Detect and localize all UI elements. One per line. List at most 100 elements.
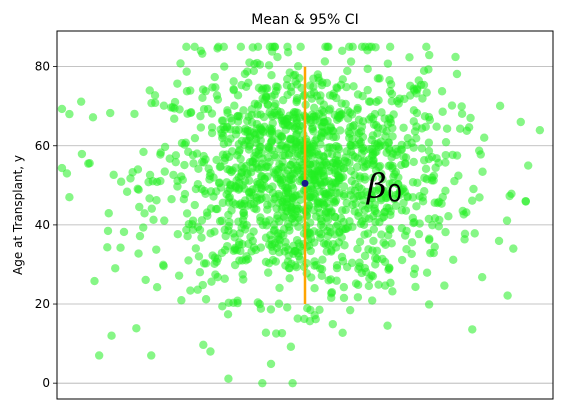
scatter-point — [480, 133, 489, 142]
scatter-point — [170, 114, 179, 123]
scatter-point — [272, 243, 282, 253]
scatter-point — [199, 340, 208, 350]
scatter-point — [240, 69, 250, 79]
scatter-point — [116, 177, 126, 186]
scatter-point — [285, 222, 294, 231]
scatter-point — [214, 179, 224, 188]
scatter-point — [405, 53, 414, 62]
scatter-point — [295, 215, 304, 224]
scatter-point — [273, 167, 283, 177]
scatter-point — [376, 195, 386, 205]
scatter-point — [476, 150, 485, 159]
scatter-point — [357, 268, 366, 278]
scatter-point — [422, 42, 431, 52]
scatter-point — [226, 180, 235, 189]
scatter-point — [145, 170, 155, 180]
scatter-point — [201, 86, 210, 96]
scatter-point — [203, 211, 212, 220]
scatter-point — [132, 324, 141, 333]
scatter-point — [328, 126, 337, 135]
scatter-point — [258, 94, 267, 103]
scatter-point — [367, 190, 376, 200]
scatter-point — [283, 303, 292, 312]
scatter-point — [505, 191, 514, 201]
scatter-point — [229, 85, 238, 94]
scatter-point — [104, 209, 113, 218]
scatter-point — [357, 42, 367, 52]
scatter-point — [424, 138, 434, 147]
scatter-point — [268, 182, 277, 191]
scatter-point — [322, 189, 331, 198]
scatter-point — [356, 127, 366, 136]
scatter-point — [109, 170, 118, 180]
scatter-point — [261, 163, 270, 172]
scatter-point — [464, 123, 474, 132]
scatter-point — [249, 227, 258, 236]
scatter-point — [206, 168, 215, 178]
scatter-point — [441, 186, 450, 196]
scatter-point — [276, 141, 285, 150]
scatter-point — [449, 255, 458, 265]
scatter-point — [457, 109, 467, 119]
scatter-point — [401, 159, 410, 169]
scatter-point — [441, 150, 450, 160]
scatter-point — [196, 46, 206, 55]
scatter-point — [258, 378, 267, 388]
scatter-point — [457, 102, 466, 111]
scatter-point — [160, 216, 169, 225]
scatter-point — [302, 258, 311, 268]
scatter-point — [385, 42, 395, 52]
scatter-point — [231, 200, 240, 209]
scatter-point — [434, 222, 444, 231]
scatter-point — [535, 125, 545, 135]
scatter-point — [261, 217, 271, 226]
scatter-point — [65, 192, 74, 202]
scatter-point — [182, 225, 191, 235]
scatter-point — [211, 270, 220, 279]
scatter-point — [318, 255, 327, 264]
y-axis: 0 20 40 60 80 — [35, 60, 57, 390]
scatter-point — [94, 351, 104, 360]
scatter-point — [378, 254, 387, 264]
scatter-point — [331, 132, 341, 142]
scatter-point — [210, 227, 219, 236]
scatter-point — [358, 201, 367, 210]
scatter-point — [183, 232, 192, 241]
scatter-point — [368, 114, 378, 124]
scatter-point — [342, 147, 351, 156]
scatter-point — [188, 216, 198, 225]
scatter-point — [230, 101, 239, 110]
scatter-point — [342, 262, 352, 272]
scatter-point — [239, 275, 248, 284]
scatter-point — [225, 152, 234, 162]
scatter-point — [440, 281, 449, 290]
scatter-point — [349, 82, 358, 91]
scatter-point — [189, 159, 198, 168]
scatter-point — [251, 245, 261, 255]
scatter-point — [382, 192, 392, 201]
scatter-point — [330, 212, 340, 222]
scatter-point — [412, 202, 421, 211]
scatter-point — [182, 87, 192, 96]
scatter-point — [267, 199, 276, 208]
scatter-point — [244, 239, 253, 249]
scatter-point — [409, 143, 418, 152]
scatter-point — [367, 296, 377, 305]
scatter-point — [389, 172, 398, 181]
scatter-point — [247, 110, 256, 120]
scatter-point — [429, 176, 438, 185]
scatter-point — [399, 123, 408, 132]
scatter-point — [159, 101, 169, 110]
scatter-point — [316, 220, 326, 229]
scatter-point — [495, 101, 505, 111]
scatter-point — [196, 123, 206, 132]
scatter-point — [160, 142, 170, 152]
scatter-point — [379, 238, 388, 247]
scatter-point — [478, 167, 487, 176]
scatter-point — [242, 169, 251, 178]
scatter-point — [402, 226, 411, 236]
scatter-point — [248, 43, 257, 52]
scatter-point — [220, 245, 230, 255]
scatter-point — [275, 283, 284, 293]
scatter-point — [310, 189, 319, 198]
